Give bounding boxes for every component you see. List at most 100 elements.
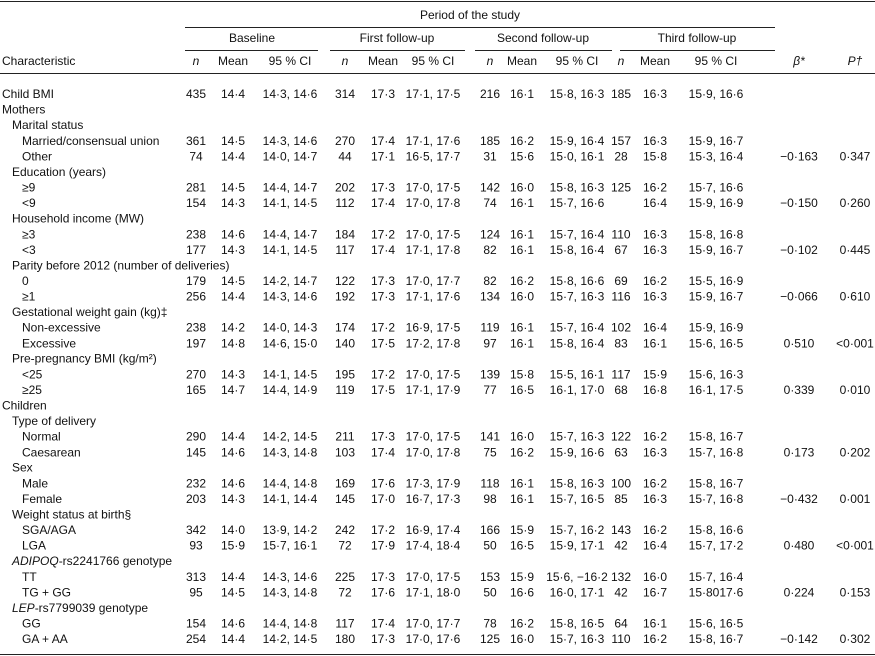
cell: 238: [186, 227, 206, 241]
cell: 14·3, 14·6: [263, 134, 318, 148]
cell: 16·5: [510, 383, 534, 397]
cell: 17·3, 17·9: [406, 476, 461, 490]
cell: 15·8, 16·8: [689, 227, 744, 241]
cell: 95: [189, 585, 203, 599]
group-title: Education (years): [12, 165, 106, 179]
cell: 17·4: [371, 445, 395, 459]
cell: 17·2: [371, 321, 395, 335]
cell: 112: [335, 196, 354, 210]
period-header: First follow-up: [360, 31, 435, 45]
cell: 16·5, 17·7: [406, 149, 461, 163]
cell: 166: [480, 523, 500, 537]
cell: 16·7: [643, 585, 667, 599]
cell: 16·4: [643, 539, 667, 553]
cell: 270: [186, 367, 206, 381]
cell: 361: [186, 134, 206, 148]
cell: 16·2: [643, 632, 667, 646]
cell: 13·9, 14·2: [263, 523, 318, 537]
col-header: Mean: [368, 54, 398, 68]
cell: 14·6: [221, 445, 245, 459]
cell: 14·5: [221, 181, 245, 195]
row-label: GG: [22, 617, 41, 631]
period-header: Second follow-up: [497, 31, 589, 45]
cell: 14·0, 14·3: [263, 321, 318, 335]
cell: 17·0, 17·8: [406, 196, 461, 210]
cell: 15·9: [510, 570, 534, 584]
group-title-text: Parity before 2012 (number of deliveries…: [12, 258, 229, 272]
row-label: Child BMI: [2, 87, 54, 101]
cell: 17·9: [371, 539, 395, 553]
row-label: ≥25: [22, 383, 42, 397]
cell: 14·2, 14·5: [263, 430, 318, 444]
col-header: n: [193, 54, 200, 68]
row-label: Excessive: [22, 336, 76, 350]
group-title: Type of delivery: [12, 414, 96, 428]
cell: 82: [483, 243, 497, 257]
cell: 16·1: [510, 321, 534, 335]
cell: 15·7, 17·2: [689, 539, 744, 553]
row-label: Married/consensual union: [22, 134, 159, 148]
cell: 63: [614, 445, 628, 459]
cell: 14·4: [221, 632, 245, 646]
cell: 17·0, 17·8: [406, 445, 461, 459]
cell: 15·9, 16·7: [689, 134, 744, 148]
cell-p: 0·445: [840, 243, 871, 257]
cell: 14·8: [221, 336, 245, 350]
cell: 17·0, 17·5: [406, 367, 461, 381]
cell: 154: [186, 617, 206, 631]
cell: 216: [480, 87, 500, 101]
cell: 14·4, 14·7: [263, 227, 318, 241]
cell: 17·0, 17·5: [406, 181, 461, 195]
col-header: n: [487, 54, 494, 68]
cell: 16·5: [510, 539, 534, 553]
group-title-text: Marital status: [12, 118, 83, 132]
cell: 142: [480, 181, 500, 195]
cell: 15·8, 16·5: [550, 617, 605, 631]
cell: 225: [335, 570, 355, 584]
cell: 15·7, 16·4: [550, 227, 605, 241]
cell: 211: [335, 430, 354, 444]
cell: 72: [338, 585, 352, 599]
cell: 100: [611, 476, 631, 490]
cell: 153: [480, 570, 500, 584]
cell-p: 0·260: [840, 196, 871, 210]
cell-p: 0·302: [840, 632, 871, 646]
cell-beta: 0·173: [784, 445, 815, 459]
cell: 16·2: [510, 617, 534, 631]
cell: 15·8: [510, 367, 534, 381]
cell: 102: [611, 321, 631, 335]
cell: 17·0, 17·5: [406, 430, 461, 444]
col-header: n: [618, 54, 625, 68]
cell: 15·8: [643, 149, 667, 163]
cell: 132: [611, 570, 631, 584]
cell: 77: [483, 383, 497, 397]
spanner: Period of the study: [420, 8, 520, 22]
cell: 169: [335, 476, 355, 490]
cell: 16·8: [643, 383, 667, 397]
cell: 28: [614, 149, 628, 163]
cell: 15·8, 16·4: [550, 243, 605, 257]
cell: 15·6, 16·5: [689, 617, 744, 631]
row-label: SGA/AGA: [22, 523, 76, 537]
cell: 17·4: [371, 617, 395, 631]
cell: 15·7, 16·8: [689, 445, 744, 459]
row-label: ≥1: [22, 290, 36, 304]
cell: 16·2: [643, 523, 667, 537]
cell: 15·9: [221, 539, 245, 553]
cell: 157: [611, 134, 631, 148]
group-title-text: -rs2241766 genotype: [59, 554, 173, 568]
cell: 180: [335, 632, 355, 646]
cell: 15·8, 16·6: [689, 523, 744, 537]
row-label: GA + AA: [22, 632, 68, 646]
group-title-italic: LEP: [12, 601, 35, 615]
col-header: Mean: [640, 54, 670, 68]
cell: 14·3: [221, 196, 245, 210]
cell: 14·5: [221, 585, 245, 599]
cell: 17·3: [371, 274, 395, 288]
cell: 281: [186, 181, 206, 195]
cell: 42: [614, 585, 628, 599]
cell: 69: [614, 274, 628, 288]
cell: 203: [186, 492, 206, 506]
group-title: LEP-rs7799039 genotype: [12, 601, 148, 615]
cell-p: 0·001: [840, 492, 871, 506]
